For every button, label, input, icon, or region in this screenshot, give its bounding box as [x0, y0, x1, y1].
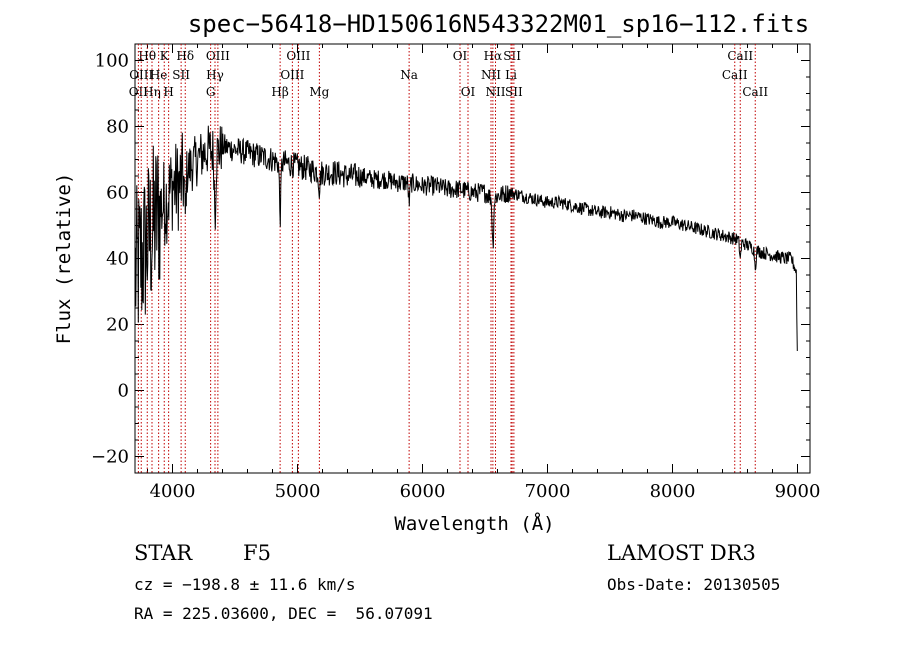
- y-tick-label: 20: [106, 315, 129, 336]
- line-marker-label: Hγ: [206, 68, 224, 82]
- y-tick-label: 80: [106, 117, 129, 138]
- y-tick-label: −20: [91, 447, 129, 468]
- flux-series-line: [134, 125, 798, 352]
- line-marker-label: Hα: [484, 49, 503, 63]
- redshift-text: cz = −198.8 ± 11.6 km/s: [134, 575, 356, 594]
- line-marker-label: Mg: [309, 85, 329, 99]
- obs-date: Obs-Date: 20130505: [607, 575, 781, 594]
- coordinates: RA = 225.03600, DEC = 56.07091: [134, 604, 433, 623]
- survey-name: LAMOST DR3: [607, 541, 756, 565]
- y-tick-label: 40: [106, 249, 129, 270]
- line-marker-label: Hη: [143, 85, 161, 99]
- x-tick-label: 6000: [400, 481, 446, 502]
- line-marker-label: CaII: [727, 49, 753, 63]
- line-marker-label: Hθ: [138, 49, 156, 63]
- plot-frame: [134, 43, 811, 474]
- line-marker-label: H: [163, 85, 173, 99]
- x-tick-label: 8000: [650, 481, 696, 502]
- line-marker-label: K: [160, 49, 170, 63]
- object-class: STAR: [134, 541, 193, 565]
- object-subclass: F5: [243, 541, 271, 565]
- line-marker-label: OI: [453, 49, 468, 63]
- x-tick-label: 9000: [775, 481, 821, 502]
- line-marker-label: SII: [172, 68, 190, 82]
- line-marker-label: OII: [129, 85, 149, 99]
- line-marker-label: OI: [461, 85, 476, 99]
- y-tick-label: 60: [106, 183, 129, 204]
- line-marker-label: SII: [503, 49, 521, 63]
- y-tick-label: 100: [95, 51, 129, 72]
- line-marker-label: OIII: [280, 68, 304, 82]
- line-marker-label: CaII: [742, 85, 768, 99]
- x-tick-label: 4000: [150, 481, 196, 502]
- line-marker-label: G: [206, 85, 216, 99]
- y-axis-label: Flux (relative): [53, 173, 75, 345]
- chart-title: spec−56418−HD150616N543322M01_sp16−112.f…: [188, 10, 809, 38]
- y-tick-label: 0: [118, 381, 129, 402]
- line-marker-label: CaII: [722, 68, 748, 82]
- line-marker-label: OIII: [286, 49, 310, 63]
- line-marker-label: Na: [400, 68, 418, 82]
- line-marker-label: Li: [505, 68, 517, 82]
- line-marker-label: OIII: [206, 49, 230, 63]
- line-marker-label: SII: [505, 85, 523, 99]
- x-tick-label: 5000: [275, 481, 321, 502]
- line-marker-label: NII: [481, 68, 501, 82]
- line-marker-label: OIII: [129, 68, 153, 82]
- line-marker-label: Hδ: [176, 49, 194, 63]
- line-marker-label: NII: [486, 85, 506, 99]
- x-tick-label: 7000: [525, 481, 571, 502]
- line-marker-label: He: [150, 68, 168, 82]
- x-axis-label: Wavelength (Å): [394, 512, 554, 535]
- line-marker-label: Hβ: [271, 85, 288, 99]
